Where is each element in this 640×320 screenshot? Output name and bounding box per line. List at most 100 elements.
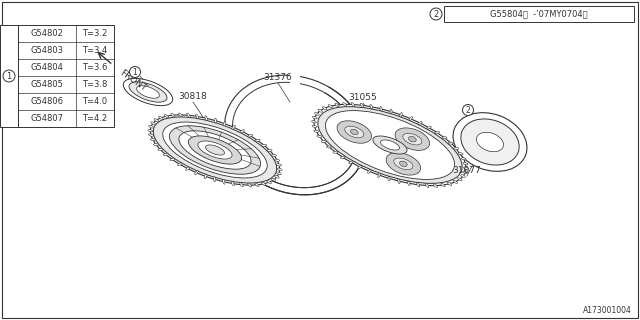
- Text: T=4.2: T=4.2: [83, 114, 108, 123]
- Ellipse shape: [342, 102, 347, 106]
- Ellipse shape: [463, 171, 468, 174]
- Ellipse shape: [188, 136, 241, 164]
- Text: T=3.6: T=3.6: [83, 63, 108, 72]
- Ellipse shape: [164, 115, 168, 118]
- Ellipse shape: [196, 114, 198, 119]
- Ellipse shape: [399, 161, 407, 167]
- Ellipse shape: [400, 113, 402, 117]
- Ellipse shape: [345, 126, 364, 138]
- Ellipse shape: [463, 163, 468, 165]
- Ellipse shape: [205, 116, 207, 121]
- Ellipse shape: [425, 184, 429, 188]
- Ellipse shape: [349, 161, 353, 164]
- Text: A173001004: A173001004: [583, 306, 632, 315]
- Ellipse shape: [395, 128, 429, 150]
- Ellipse shape: [232, 82, 358, 188]
- Ellipse shape: [198, 141, 232, 159]
- Ellipse shape: [223, 180, 225, 184]
- Ellipse shape: [150, 139, 156, 141]
- Ellipse shape: [449, 142, 453, 144]
- Bar: [18, 25, 114, 127]
- Text: 2: 2: [466, 106, 470, 115]
- Ellipse shape: [170, 158, 175, 161]
- Ellipse shape: [454, 148, 459, 149]
- Ellipse shape: [129, 82, 167, 102]
- Ellipse shape: [328, 105, 333, 108]
- Ellipse shape: [153, 117, 276, 183]
- Ellipse shape: [407, 181, 410, 186]
- Ellipse shape: [323, 107, 327, 110]
- Text: FRONT: FRONT: [118, 68, 148, 93]
- Ellipse shape: [430, 8, 442, 20]
- Ellipse shape: [170, 126, 260, 174]
- Ellipse shape: [163, 154, 168, 156]
- Text: 31376: 31376: [264, 73, 292, 82]
- Text: G54804: G54804: [31, 63, 63, 72]
- Ellipse shape: [325, 111, 454, 180]
- Ellipse shape: [317, 135, 322, 137]
- Ellipse shape: [129, 67, 141, 77]
- Ellipse shape: [158, 149, 163, 151]
- Ellipse shape: [321, 140, 326, 143]
- Ellipse shape: [397, 179, 400, 184]
- Ellipse shape: [461, 119, 519, 165]
- Ellipse shape: [255, 183, 259, 187]
- Ellipse shape: [275, 159, 280, 161]
- Ellipse shape: [333, 151, 338, 153]
- Ellipse shape: [124, 78, 173, 106]
- Ellipse shape: [267, 180, 271, 184]
- Text: T=4.0: T=4.0: [83, 97, 108, 106]
- Ellipse shape: [312, 121, 316, 123]
- Text: T=3.2: T=3.2: [83, 29, 108, 38]
- Ellipse shape: [179, 113, 182, 117]
- Ellipse shape: [367, 169, 371, 173]
- Ellipse shape: [275, 175, 279, 178]
- Ellipse shape: [312, 125, 317, 127]
- Ellipse shape: [204, 174, 207, 179]
- Ellipse shape: [318, 109, 323, 112]
- Text: 1: 1: [6, 71, 12, 81]
- Ellipse shape: [447, 182, 452, 185]
- Ellipse shape: [314, 113, 319, 115]
- Ellipse shape: [232, 125, 236, 129]
- Text: 31055: 31055: [349, 93, 378, 102]
- Ellipse shape: [159, 116, 163, 119]
- Ellipse shape: [276, 172, 281, 174]
- Ellipse shape: [337, 121, 372, 143]
- Ellipse shape: [276, 164, 282, 166]
- Ellipse shape: [171, 113, 175, 117]
- Ellipse shape: [248, 134, 253, 137]
- Ellipse shape: [3, 70, 15, 82]
- Text: 31077: 31077: [452, 166, 481, 175]
- Ellipse shape: [240, 130, 244, 133]
- Ellipse shape: [262, 182, 266, 185]
- Ellipse shape: [358, 165, 362, 169]
- Ellipse shape: [442, 137, 447, 139]
- Ellipse shape: [461, 158, 466, 160]
- Ellipse shape: [150, 115, 280, 185]
- Ellipse shape: [232, 181, 234, 186]
- Ellipse shape: [461, 175, 465, 177]
- Ellipse shape: [195, 171, 198, 175]
- Ellipse shape: [380, 107, 382, 111]
- Ellipse shape: [186, 167, 190, 170]
- Text: G55804＜  -’07MY0704＞: G55804＜ -’07MY0704＞: [490, 10, 588, 19]
- Ellipse shape: [477, 132, 504, 152]
- Ellipse shape: [394, 158, 413, 170]
- Ellipse shape: [435, 132, 440, 134]
- Ellipse shape: [458, 153, 463, 155]
- Ellipse shape: [148, 125, 154, 128]
- Ellipse shape: [262, 144, 267, 146]
- Text: G54806: G54806: [31, 97, 63, 106]
- Ellipse shape: [148, 130, 153, 132]
- Ellipse shape: [318, 107, 462, 183]
- Text: T=3.4: T=3.4: [83, 46, 108, 55]
- Ellipse shape: [453, 180, 458, 183]
- Ellipse shape: [388, 176, 390, 181]
- Ellipse shape: [267, 149, 272, 151]
- Ellipse shape: [381, 140, 399, 150]
- Ellipse shape: [326, 146, 332, 148]
- Ellipse shape: [277, 168, 282, 171]
- Ellipse shape: [417, 183, 420, 187]
- Ellipse shape: [351, 129, 358, 135]
